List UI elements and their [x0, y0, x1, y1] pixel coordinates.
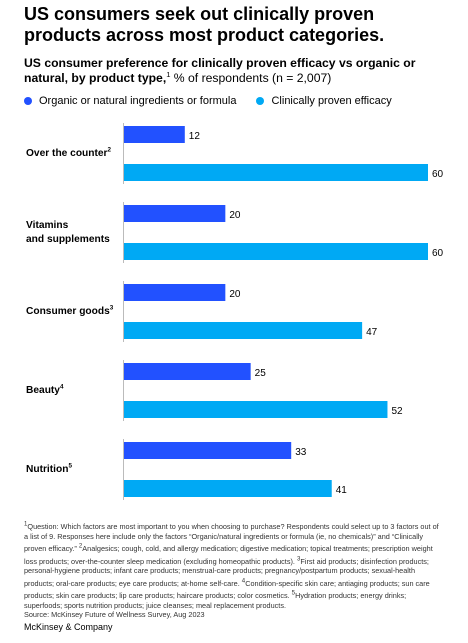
brand-name: McKinsey & Company [24, 622, 113, 632]
footnote-4: 4Condition-specific skin care; antiaging… [24, 577, 430, 600]
category-label-over-the-counter: Over the counter2 [26, 146, 112, 159]
category-label-beauty: Beauty4 [26, 383, 64, 396]
legend-label-clinical: Clinically proven efficacy [271, 95, 392, 107]
category-label-vitamins-and-supplements: Vitamins and supplements [26, 219, 110, 245]
footnote-2: 2Analgesics; cough, cold, and allergy me… [24, 543, 433, 566]
data-label-beauty-clinical: 52 [391, 406, 403, 417]
data-label-nutrition-clinical: 41 [336, 485, 348, 496]
data-label-nutrition-organic: 33 [295, 447, 307, 458]
subtitle-unit: % of respondents (n = 2,007) [170, 71, 332, 85]
bar-over-the-counter-clinical [124, 164, 428, 181]
legend-item-clinical: Clinically proven efficacy [256, 95, 392, 107]
bar-beauty-clinical [124, 401, 388, 418]
source-note: Source: McKinsey Future of Wellness Surv… [24, 610, 205, 620]
chart-subtitle: US consumer preference for clinically pr… [24, 56, 454, 86]
bar-beauty-organic [124, 363, 251, 380]
bar-over-the-counter-organic [124, 126, 185, 143]
data-label-vitamins-and-supplements-clinical: 60 [432, 248, 444, 259]
category-label-nutrition: Nutrition5 [26, 462, 72, 475]
bar-vitamins-and-supplements-clinical [124, 243, 428, 260]
footnote-1: 1Question: Which factors are most import… [24, 521, 439, 554]
bar-consumer-goods-clinical [124, 322, 363, 339]
bar-nutrition-clinical [124, 480, 332, 497]
data-label-consumer-goods-clinical: 47 [366, 327, 378, 338]
data-label-over-the-counter-organic: 12 [189, 131, 201, 142]
chart-legend: Organic or natural ingredients or formul… [24, 95, 412, 107]
subtitle-main: US consumer preference for clinically pr… [24, 56, 416, 85]
footnotes: 1Question: Which factors are most import… [24, 520, 444, 620]
legend-item-organic: Organic or natural ingredients or formul… [24, 95, 236, 107]
legend-swatch-organic [24, 97, 32, 105]
footnote-5: 5Hydration products; energy drinks; supe… [24, 589, 407, 610]
data-label-consumer-goods-organic: 20 [229, 289, 241, 300]
category-label-consumer-goods: Consumer goods3 [26, 304, 114, 317]
bar-consumer-goods-organic [124, 284, 226, 301]
data-label-vitamins-and-supplements-organic: 20 [229, 210, 241, 221]
bar-nutrition-organic [124, 442, 292, 459]
legend-swatch-clinical [256, 97, 265, 105]
bar-vitamins-and-supplements-organic [124, 205, 226, 222]
footnote-3: 3First aid products; disinfection produc… [24, 555, 429, 588]
subtitle-footnote-marker: 1 [166, 69, 171, 79]
data-label-over-the-counter-clinical: 60 [432, 169, 444, 180]
bar-chart-svg: 12 60 20 60 20 47 25 52 33 41 [123, 123, 444, 500]
legend-label-organic: Organic or natural ingredients or formul… [39, 95, 237, 107]
bar-chart: 12 60 20 60 20 47 25 52 33 41 Over the counter2 Vi… [0, 116, 468, 508]
data-label-beauty-organic: 25 [255, 368, 267, 379]
chart-title: US consumers seek out clinically proven … [24, 4, 385, 45]
